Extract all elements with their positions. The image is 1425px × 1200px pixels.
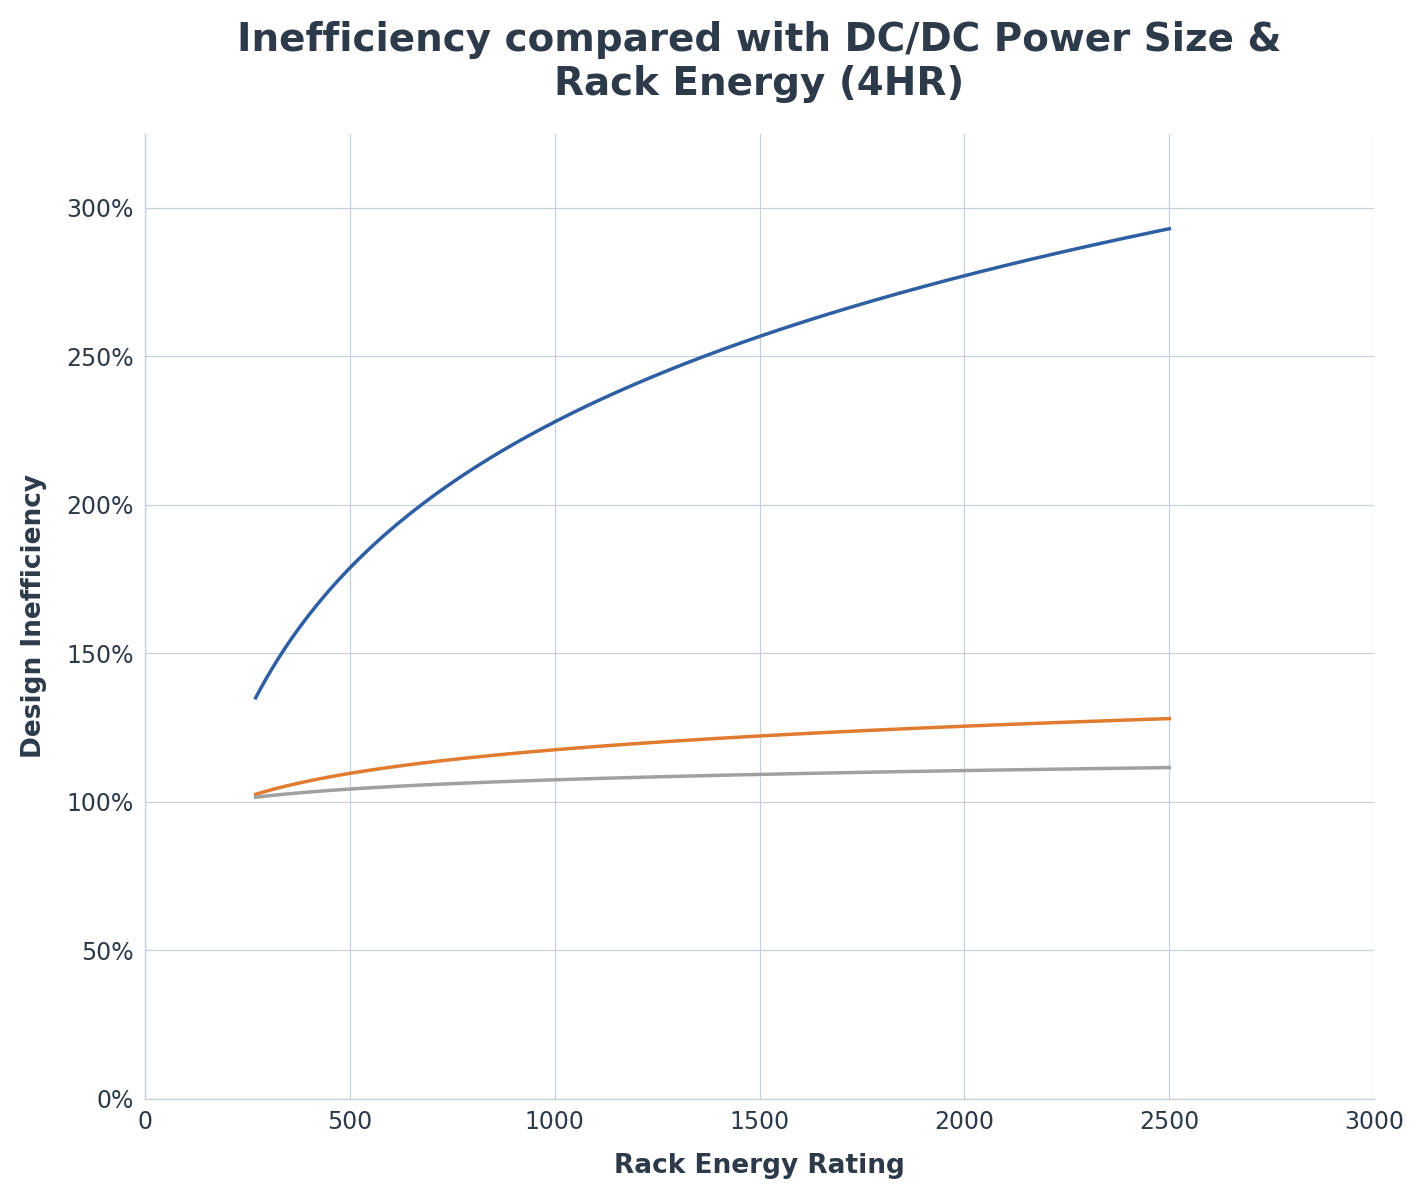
Title: Inefficiency compared with DC/DC Power Size &
Rack Energy (4HR): Inefficiency compared with DC/DC Power S… (238, 20, 1282, 103)
X-axis label: Rack Energy Rating: Rack Energy Rating (614, 1153, 905, 1180)
Y-axis label: Design Inefficiency: Design Inefficiency (21, 474, 47, 758)
